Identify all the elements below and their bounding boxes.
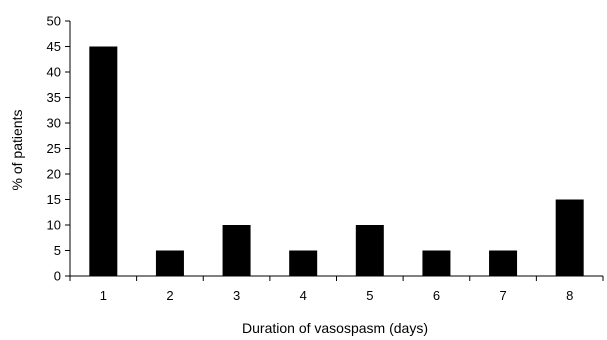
x-tick-label: 7 bbox=[499, 288, 506, 303]
bar bbox=[422, 250, 451, 276]
bar bbox=[489, 250, 518, 276]
x-tick-label: 1 bbox=[100, 288, 107, 303]
y-tick-label: 30 bbox=[47, 116, 61, 131]
y-axis-title: % of patients bbox=[9, 110, 25, 191]
y-tick-label: 5 bbox=[54, 243, 61, 258]
x-tick-label: 3 bbox=[233, 288, 240, 303]
y-tick-label: 0 bbox=[54, 269, 61, 284]
bar bbox=[355, 225, 384, 276]
x-tick-label: 8 bbox=[566, 288, 573, 303]
bar bbox=[155, 250, 184, 276]
y-tick-label: 20 bbox=[47, 167, 61, 182]
x-axis-title: Duration of vasospasm (days) bbox=[242, 320, 428, 336]
y-tick-label: 40 bbox=[47, 65, 61, 80]
bar bbox=[289, 250, 318, 276]
y-tick-label: 15 bbox=[47, 192, 61, 207]
y-tick-label: 25 bbox=[47, 141, 61, 156]
x-tick-label: 2 bbox=[166, 288, 173, 303]
bar bbox=[555, 199, 584, 276]
y-tick-label: 45 bbox=[47, 39, 61, 54]
x-tick-label: 5 bbox=[366, 288, 373, 303]
x-axis: 1 2 3 4 5 6 7 8 bbox=[69, 275, 604, 303]
y-axis: 0 5 10 15 20 25 30 35 40 45 50 bbox=[47, 14, 71, 284]
bar bbox=[89, 46, 118, 276]
y-tick-label: 50 bbox=[47, 14, 61, 29]
bars-group bbox=[89, 46, 584, 276]
bar bbox=[222, 225, 251, 276]
x-tick-label: 6 bbox=[433, 288, 440, 303]
x-tick-label: 4 bbox=[300, 288, 307, 303]
y-tick-label: 35 bbox=[47, 90, 61, 105]
y-tick-label: 10 bbox=[47, 218, 61, 233]
